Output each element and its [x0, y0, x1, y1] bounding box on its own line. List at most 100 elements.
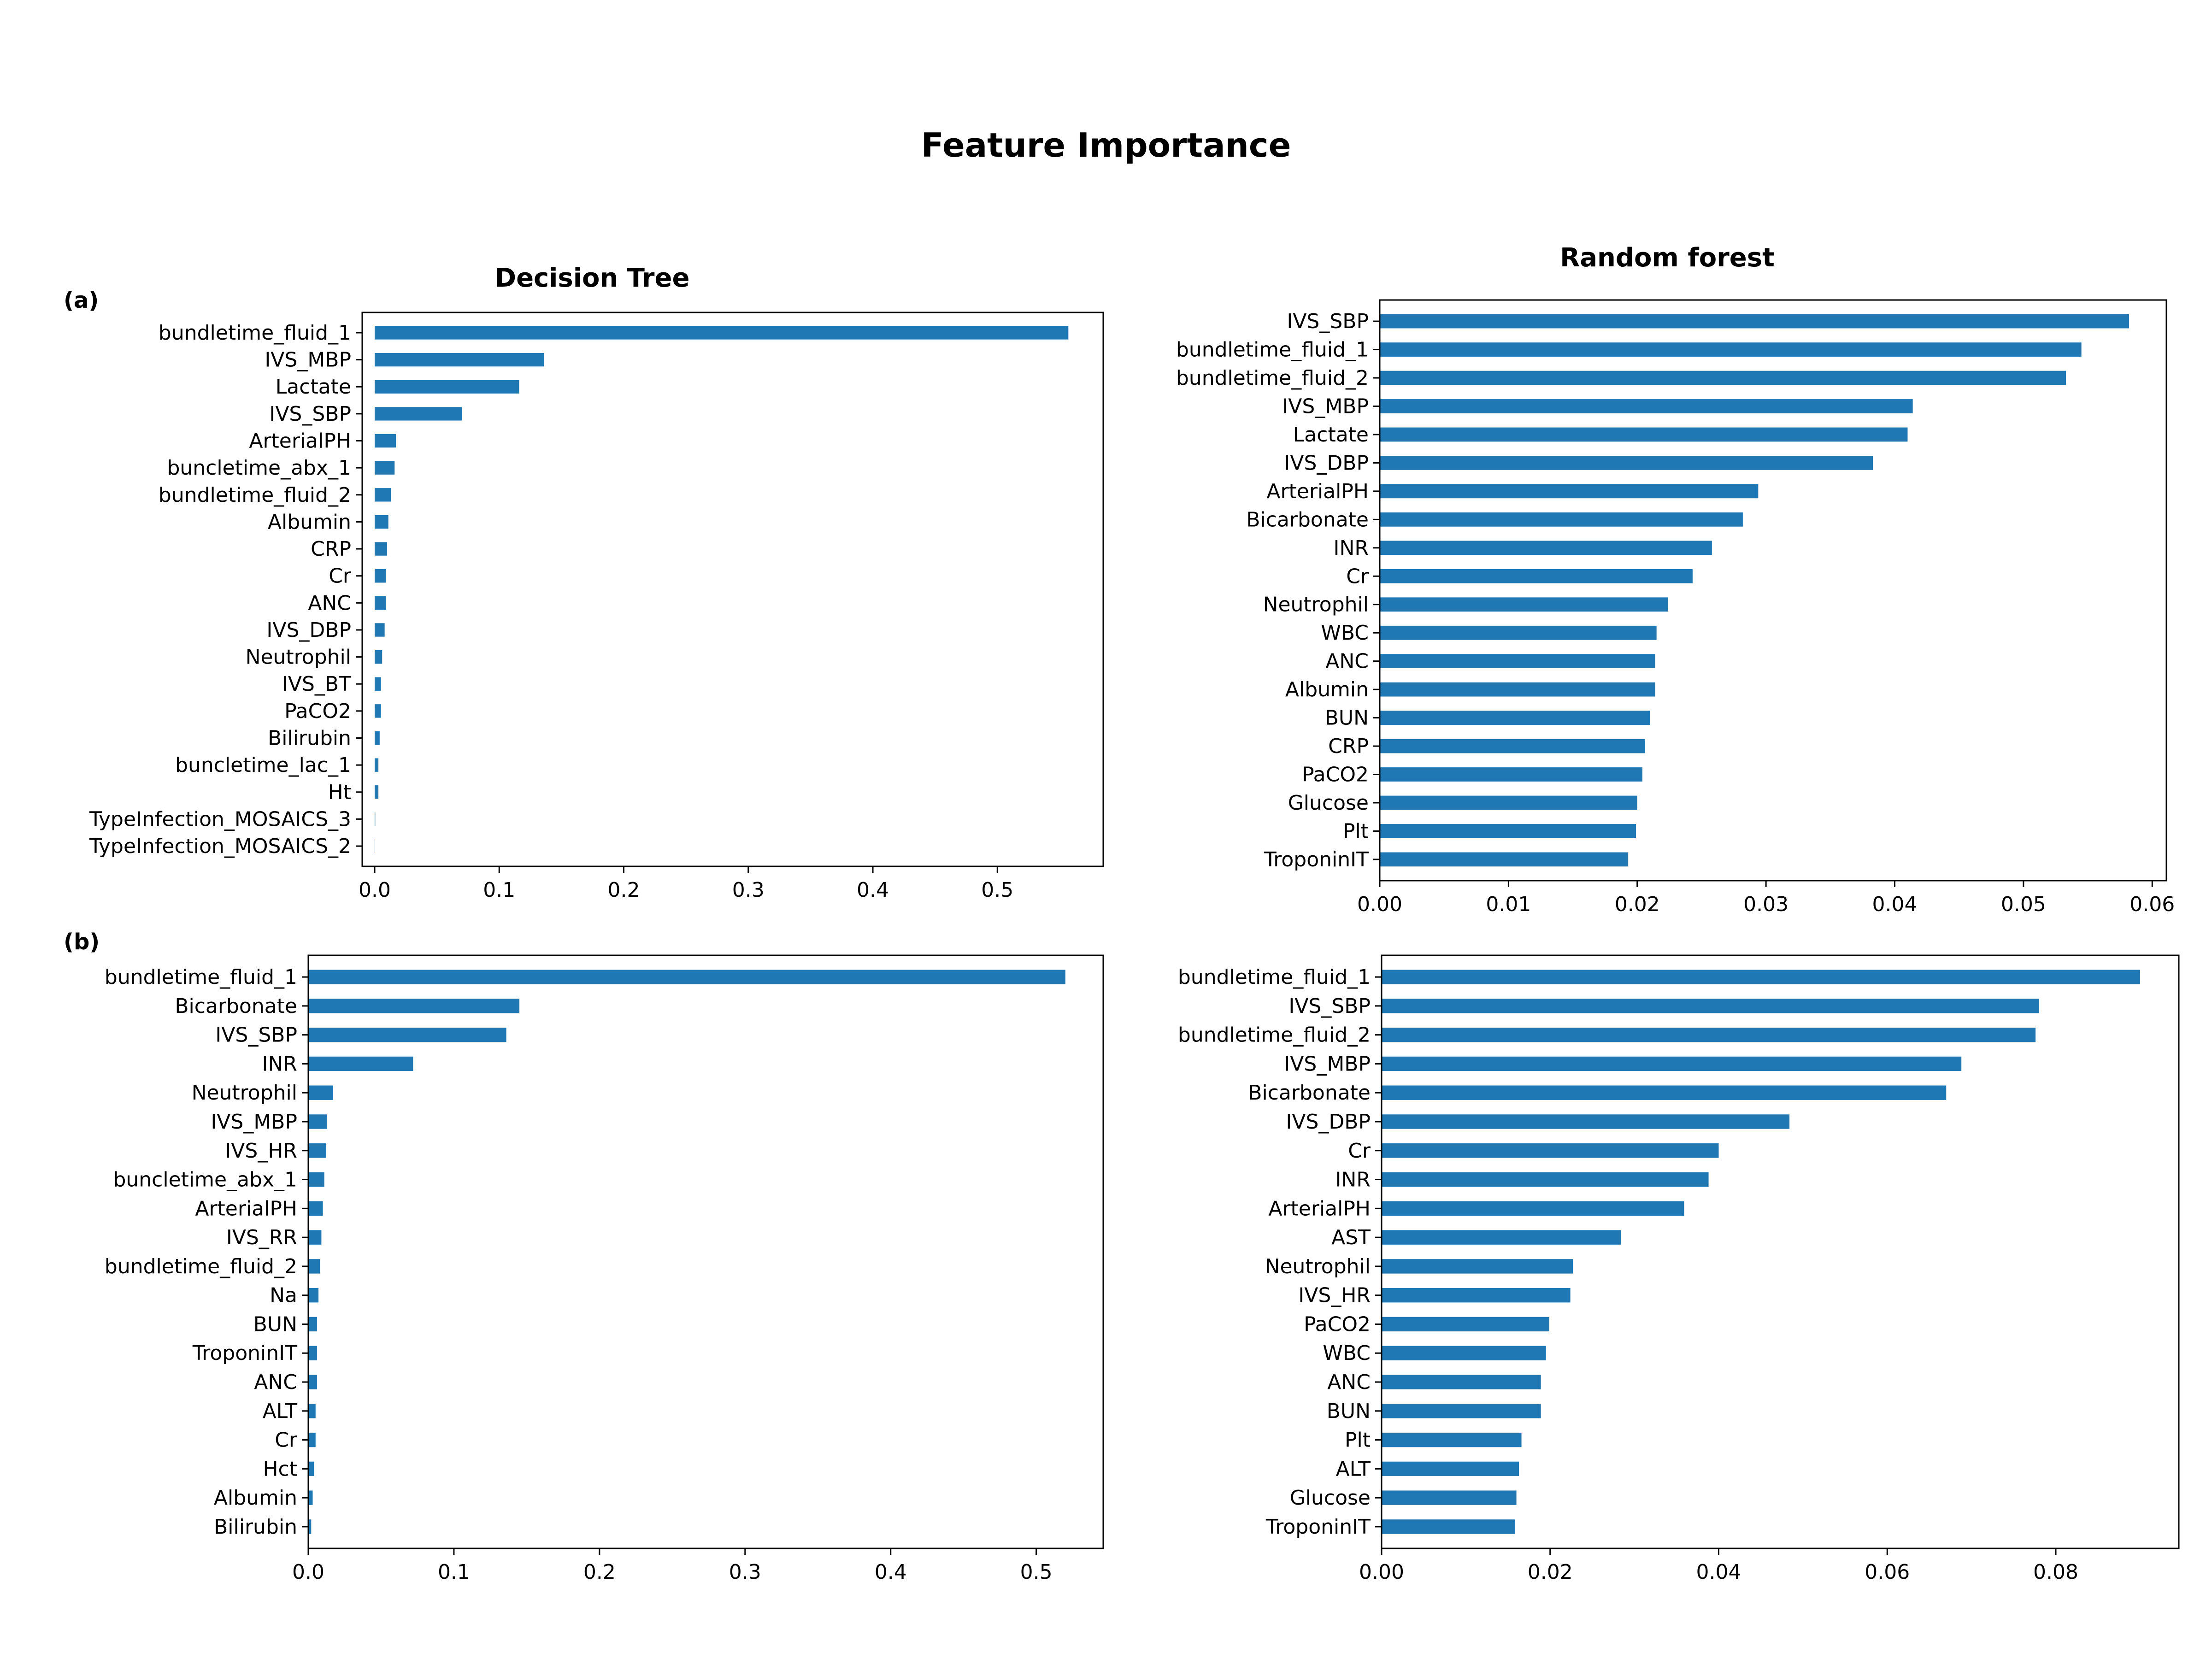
y-tick-label: Albumin: [1285, 678, 1369, 701]
x-tick-label: 0.08: [2033, 1560, 2078, 1584]
x-tick-label: 0.0: [359, 878, 391, 902]
x-tick-label: 0.05: [2001, 893, 2046, 916]
y-tick-label: Bicarbonate: [1248, 1081, 1371, 1105]
plot-area: IVS_SBP bundletime_fluid_1 bundletime_flui…: [1176, 299, 2175, 916]
bar-neutrophil: [308, 1085, 333, 1100]
bar-ivs-sbp: [375, 407, 462, 421]
y-tick-label: CRP: [1328, 735, 1369, 758]
bar-bundletime-fluid-2: [375, 488, 391, 502]
y-tick-label: bundletime_fluid_1: [159, 321, 351, 345]
x-tick-label: 0.4: [875, 1560, 907, 1584]
bar-cr: [375, 569, 386, 583]
bar-bundletime-fluid-1: [375, 326, 1069, 340]
y-tick-label: ALT: [263, 1400, 298, 1423]
y-tick-label: TroponinIT: [1264, 848, 1369, 871]
x-tick-label: 0.5: [981, 878, 1013, 902]
x-tick-label: 0.06: [2130, 893, 2175, 916]
bar-bun: [1382, 1404, 1541, 1418]
y-tick-label: IVS_DBP: [1286, 1110, 1371, 1134]
y-tick-label: WBC: [1323, 1341, 1371, 1365]
x-tick-label: 0.2: [583, 1560, 616, 1584]
bar-anc: [308, 1375, 317, 1389]
plot-area: bundletime_fluid_1 Bicarbonate IVS_SBP INR N…: [105, 954, 1104, 1584]
y-tick-label: IVS_MBP: [1282, 394, 1369, 418]
y-tick-label: bundletime_fluid_1: [1178, 965, 1371, 989]
bar-anc: [375, 596, 386, 610]
y-tick-label: Neutrophil: [1263, 593, 1369, 617]
bar-ivs-sbp: [1382, 999, 2039, 1013]
x-tick-label: 0.03: [1743, 893, 1788, 916]
y-tick-label: WBC: [1321, 621, 1369, 645]
y-tick-label: INR: [262, 1052, 297, 1076]
bar-ivs-rr: [308, 1230, 322, 1245]
y-tick-label: ArterialPH: [195, 1197, 297, 1220]
y-tick-label: Albumin: [214, 1486, 297, 1510]
y-tick-label: IVS_BT: [282, 672, 351, 696]
bar-wbc: [1382, 1346, 1546, 1360]
y-tick-label: IVS_DBP: [1284, 451, 1369, 475]
y-tick-label: PaCO2: [1302, 763, 1369, 787]
bar-lactate: [375, 380, 519, 394]
plot-area: bundletime_fluid_1 IVS_SBP bundletime_flui…: [1178, 954, 2180, 1584]
x-tick-label: 0.1: [483, 878, 515, 902]
x-tick-label: 0.06: [1865, 1560, 1910, 1584]
bar-glucose: [1382, 1490, 1517, 1505]
bar-bilirubin: [308, 1519, 312, 1534]
y-tick-label: bundletime_fluid_1: [1176, 338, 1369, 362]
y-tick-label: Bicarbonate: [1246, 508, 1369, 531]
bar-arterialph: [1382, 1201, 1684, 1216]
y-tick-label: Na: [270, 1284, 297, 1307]
y-tick-label: Bilirubin: [268, 726, 351, 750]
bar-paco2: [1382, 1317, 1549, 1332]
y-tick-label: ArterialPH: [249, 429, 351, 453]
y-tick-label: Cr: [329, 565, 352, 588]
bar-buncletime-abx-1: [308, 1172, 324, 1187]
bar-ivs-hr: [1382, 1288, 1571, 1303]
y-tick-label: Glucose: [1290, 1486, 1371, 1510]
axes-frame: [1379, 299, 2167, 882]
y-tick-label: ArterialPH: [1266, 480, 1369, 503]
bar-bundletime-fluid-1: [308, 970, 1065, 984]
y-tick-label: Plt: [1343, 819, 1369, 843]
bar-arterialph: [308, 1201, 323, 1216]
bar-ivs-sbp: [1380, 314, 2129, 329]
bar-bicarbonate: [308, 999, 520, 1013]
y-tick-label: IVS_DBP: [266, 618, 351, 642]
bar-arterialph: [375, 434, 396, 448]
y-tick-label: Hct: [263, 1457, 297, 1481]
y-tick-label: Bilirubin: [214, 1515, 297, 1539]
chart-title: Decision Tree: [495, 263, 690, 293]
bar-arterialph: [1380, 484, 1759, 499]
x-tick-label: 0.2: [608, 878, 640, 902]
y-tick-label: bundletime_fluid_2: [105, 1255, 297, 1278]
x-tick-label: 0.04: [1872, 893, 1918, 916]
bar-bun: [308, 1317, 317, 1332]
y-tick-label: ALT: [1336, 1457, 1371, 1481]
y-tick-label: ANC: [254, 1371, 297, 1394]
bar-ivs-dbp: [1382, 1114, 1790, 1129]
y-tick-label: IVS_HR: [225, 1139, 297, 1163]
x-tick-label: 0.4: [857, 878, 889, 902]
bar-bicarbonate: [1380, 512, 1743, 527]
y-tick-label: PaCO2: [1304, 1312, 1371, 1336]
bar-ivs-mbp: [308, 1114, 328, 1129]
y-tick-label: ANC: [308, 591, 351, 615]
x-tick-label: 0.1: [438, 1560, 470, 1584]
bar-albumin: [308, 1490, 313, 1505]
y-tick-label: Cr: [1346, 565, 1369, 588]
y-tick-label: TroponinIT: [192, 1341, 297, 1365]
y-tick-label: AST: [1331, 1226, 1371, 1249]
y-tick-label: ArterialPH: [1268, 1197, 1371, 1220]
x-tick-label: 0.3: [732, 878, 765, 902]
y-tick-label: IVS_SBP: [269, 402, 351, 426]
bar-buncletime-abx-1: [375, 461, 395, 475]
chart-random-forest-b: bundletime_fluid_1 IVS_SBP bundletime_flui…: [1178, 954, 2180, 1584]
y-tick-label: Neutrophil: [192, 1081, 297, 1105]
y-tick-label: buncletime_lac_1: [175, 753, 351, 777]
bar-anc: [1380, 654, 1655, 669]
bar-wbc: [1380, 625, 1657, 640]
chart-decision-tree-b: bundletime_fluid_1 Bicarbonate IVS_SBP INR N…: [105, 954, 1104, 1584]
bar-bicarbonate: [1382, 1085, 1947, 1100]
y-tick-label: bundletime_fluid_2: [159, 483, 351, 507]
